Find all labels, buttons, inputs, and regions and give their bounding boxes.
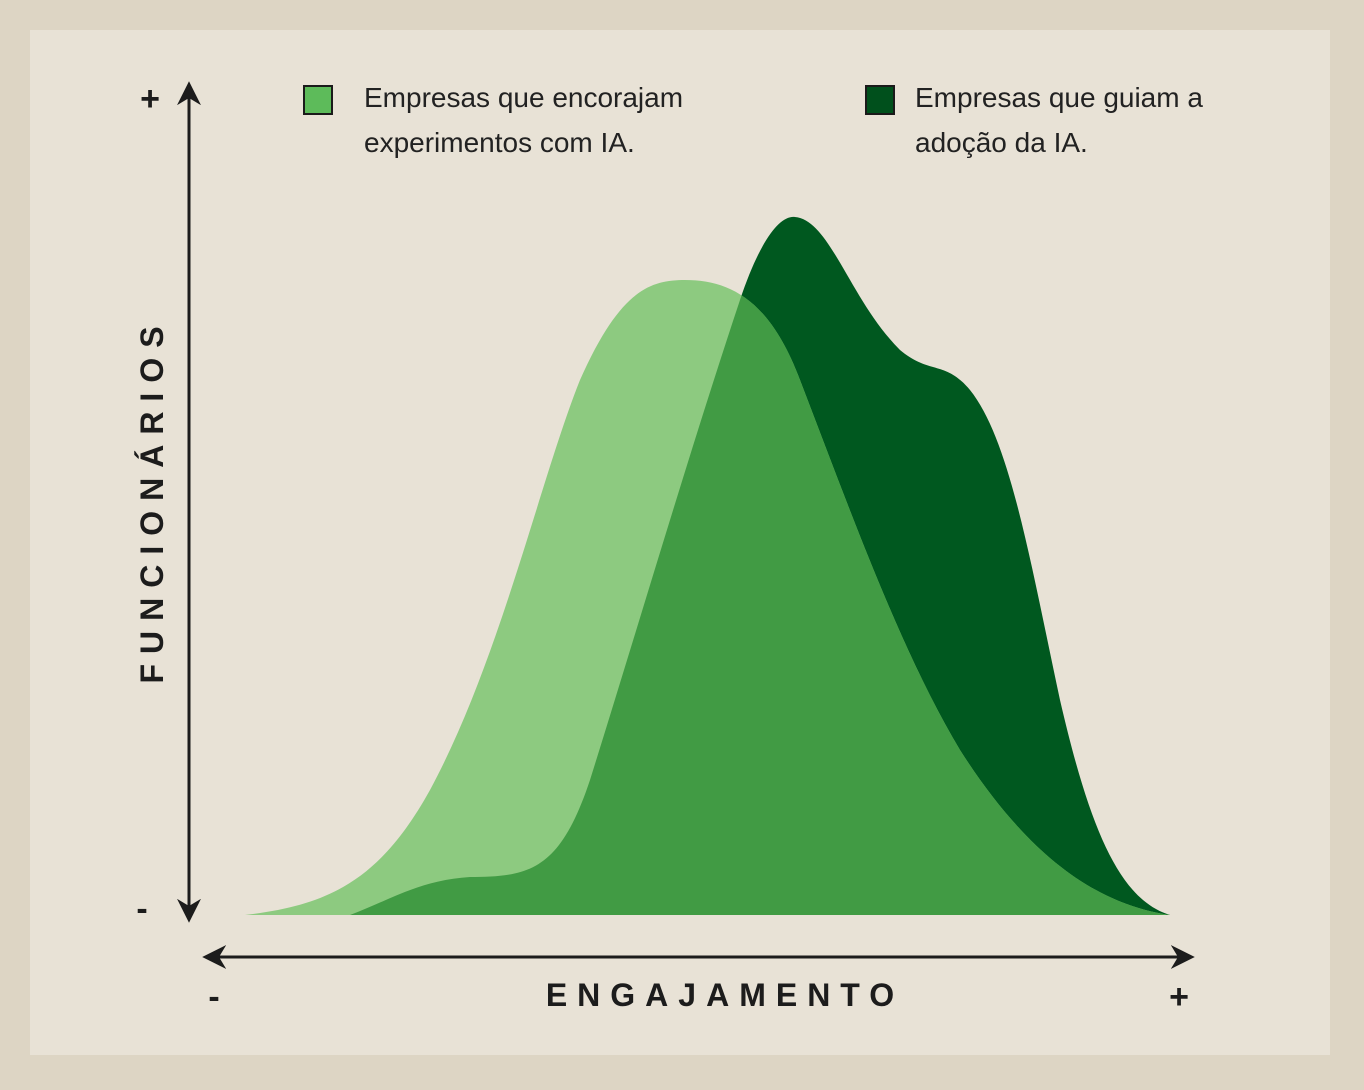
y-end-label: - xyxy=(136,890,147,928)
y-end-label: + xyxy=(140,80,160,118)
y-axis-title: FUNCIONÁRIOS xyxy=(134,316,170,683)
x-end-label: + xyxy=(1169,978,1189,1016)
x-end-label: - xyxy=(208,978,219,1016)
legend-label: Empresas que encorajam experimentos com … xyxy=(364,82,684,158)
legend-label: Empresas que guiam a adoção da IA. xyxy=(915,82,1203,158)
legend-swatch xyxy=(303,85,333,115)
x-axis-title: ENGAJAMENTO xyxy=(546,977,904,1013)
legend-swatch xyxy=(865,85,895,115)
